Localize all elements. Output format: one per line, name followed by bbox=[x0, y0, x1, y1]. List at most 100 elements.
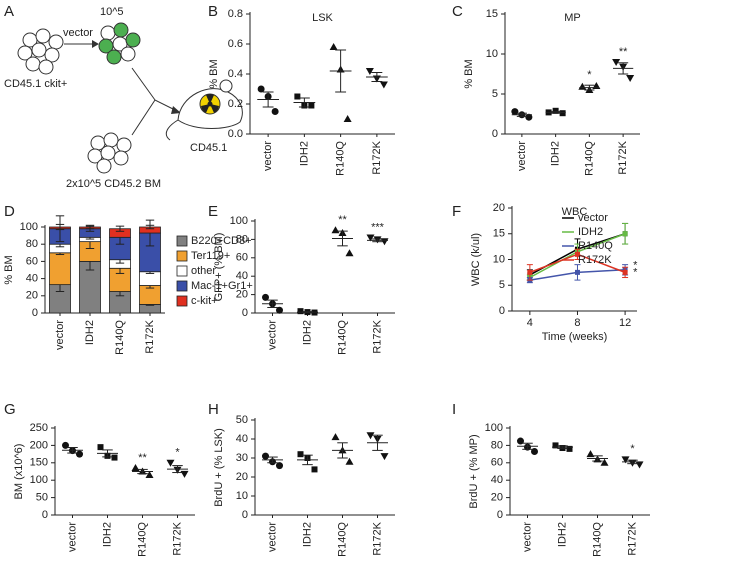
error-bar bbox=[335, 49, 347, 93]
data-point bbox=[527, 269, 533, 275]
y-tick-label: 50 bbox=[236, 414, 248, 426]
y-tick-label: 15 bbox=[493, 228, 505, 240]
data-point bbox=[262, 293, 269, 301]
x-tick-label: vector bbox=[66, 522, 78, 552]
legend-swatch bbox=[176, 250, 188, 262]
data-point bbox=[97, 444, 104, 451]
y-tick-label: 0.8 bbox=[228, 8, 243, 20]
panel: H 0 10 20 30 40 50 BrdU + (% LSK) vector IDH2 R140… bbox=[208, 401, 395, 557]
data-point bbox=[559, 110, 566, 117]
y-tick-label: 100 bbox=[230, 215, 248, 227]
error-bar bbox=[372, 238, 383, 243]
legend-label: other bbox=[191, 265, 216, 277]
y-tick-label: 0 bbox=[492, 128, 498, 140]
legend-swatch bbox=[176, 265, 188, 277]
data-point bbox=[297, 451, 304, 458]
y-axis-label: BrdU + (% LSK) bbox=[213, 428, 225, 507]
annotation: * bbox=[633, 267, 638, 279]
x-tick-label: R140Q bbox=[136, 522, 148, 557]
panel-letter: G bbox=[4, 401, 16, 418]
x-tick-label: vector bbox=[266, 522, 278, 552]
data-point bbox=[111, 454, 118, 461]
data-point bbox=[635, 461, 644, 469]
data-point bbox=[257, 85, 265, 93]
support-cells bbox=[87, 132, 132, 174]
annotation: * bbox=[633, 259, 638, 271]
diagram: A vector 10^5 CD45.1 ckit+ 2x10^5 CD45.2… bbox=[4, 3, 243, 190]
arrow bbox=[131, 67, 176, 136]
chart-title: MP bbox=[564, 12, 581, 24]
panel-letter: A bbox=[4, 3, 14, 20]
x-tick-label: R172K bbox=[626, 521, 638, 555]
chart-title: WBC bbox=[562, 206, 588, 218]
arrowhead bbox=[171, 106, 181, 114]
x-tick-label: IDH2 bbox=[550, 141, 562, 166]
y-tick-label: 100 bbox=[20, 221, 38, 233]
x-tick-label: R140Q bbox=[583, 141, 595, 176]
legend-label: vector bbox=[578, 212, 608, 224]
error-bar bbox=[371, 72, 383, 82]
y-tick-label: 0 bbox=[499, 305, 505, 317]
y-tick-label: 10 bbox=[493, 253, 505, 265]
error-bar bbox=[302, 454, 313, 466]
panel: E 0 20 40 60 80 100 GFP+ (% BM) vector IDH2 R140Q R… bbox=[208, 203, 395, 355]
x-tick-label: R140Q bbox=[114, 320, 126, 355]
x-tick-label: R172K bbox=[617, 140, 629, 174]
y-tick-label: 20 bbox=[236, 289, 248, 301]
legend-label: B220+CD3+ bbox=[191, 235, 252, 247]
annotation: *** bbox=[371, 221, 385, 233]
data-point bbox=[612, 59, 621, 66]
y-tick-label: 150 bbox=[30, 457, 48, 469]
error-bar bbox=[267, 456, 278, 464]
error-bar bbox=[298, 97, 310, 108]
legend-label: R140Q bbox=[578, 240, 613, 252]
mouse bbox=[165, 79, 243, 141]
error-bar bbox=[372, 434, 383, 451]
data-point bbox=[566, 445, 573, 452]
error-bar bbox=[145, 224, 155, 230]
annotation: * bbox=[587, 69, 592, 81]
y-tick-label: 5 bbox=[499, 279, 505, 291]
panel-letter: B bbox=[208, 3, 218, 20]
data-point bbox=[271, 108, 279, 115]
y-tick-label: 10 bbox=[236, 490, 248, 502]
data-point bbox=[552, 442, 559, 449]
diagram-label: 10^5 bbox=[100, 6, 124, 18]
x-tick-label: vector bbox=[521, 522, 533, 552]
error-bar bbox=[302, 311, 313, 314]
legend-label: c-kit+ bbox=[191, 295, 218, 307]
error-bar bbox=[115, 225, 125, 232]
y-tick-label: 15 bbox=[486, 8, 498, 20]
x-tick-label: vector bbox=[54, 320, 66, 350]
y-tick-label: 50 bbox=[36, 492, 48, 504]
x-tick-label: R140Q bbox=[336, 320, 348, 355]
data-point bbox=[343, 115, 352, 122]
y-tick-label: 0.2 bbox=[228, 98, 243, 110]
data-point bbox=[276, 462, 283, 470]
y-tick-label: 250 bbox=[30, 422, 48, 434]
annotation: ** bbox=[619, 46, 628, 58]
x-tick-label: R172K bbox=[371, 319, 383, 353]
legend-label: Ter119+ bbox=[191, 250, 230, 262]
data-point bbox=[574, 251, 580, 257]
diagram-label: vector bbox=[63, 27, 93, 39]
data-point bbox=[379, 81, 388, 89]
y-tick-label: 60 bbox=[491, 457, 503, 469]
x-tick-label: R140Q bbox=[591, 522, 603, 557]
x-axis-label: Time (weeks) bbox=[542, 331, 608, 343]
x-tick-label: vector bbox=[266, 320, 278, 350]
data-point bbox=[308, 102, 315, 109]
data-point bbox=[145, 470, 154, 478]
panel-letter: E bbox=[208, 203, 218, 220]
error-bar bbox=[172, 465, 183, 474]
x-tick-label: R172K bbox=[371, 140, 383, 174]
panel-letter: C bbox=[452, 3, 463, 20]
error-bar bbox=[337, 442, 348, 459]
y-tick-label: 200 bbox=[30, 439, 48, 451]
data-point bbox=[345, 457, 354, 465]
diagram-label: CD45.1 ckit+ bbox=[4, 78, 67, 90]
panel-letter: F bbox=[452, 203, 461, 220]
data-point bbox=[380, 453, 389, 461]
x-tick-label: IDH2 bbox=[298, 141, 310, 166]
panel: F WBC 0 5 10 15 20 WBC (k/ul) 4 8 12 Time (weeks) ve… bbox=[452, 202, 638, 343]
